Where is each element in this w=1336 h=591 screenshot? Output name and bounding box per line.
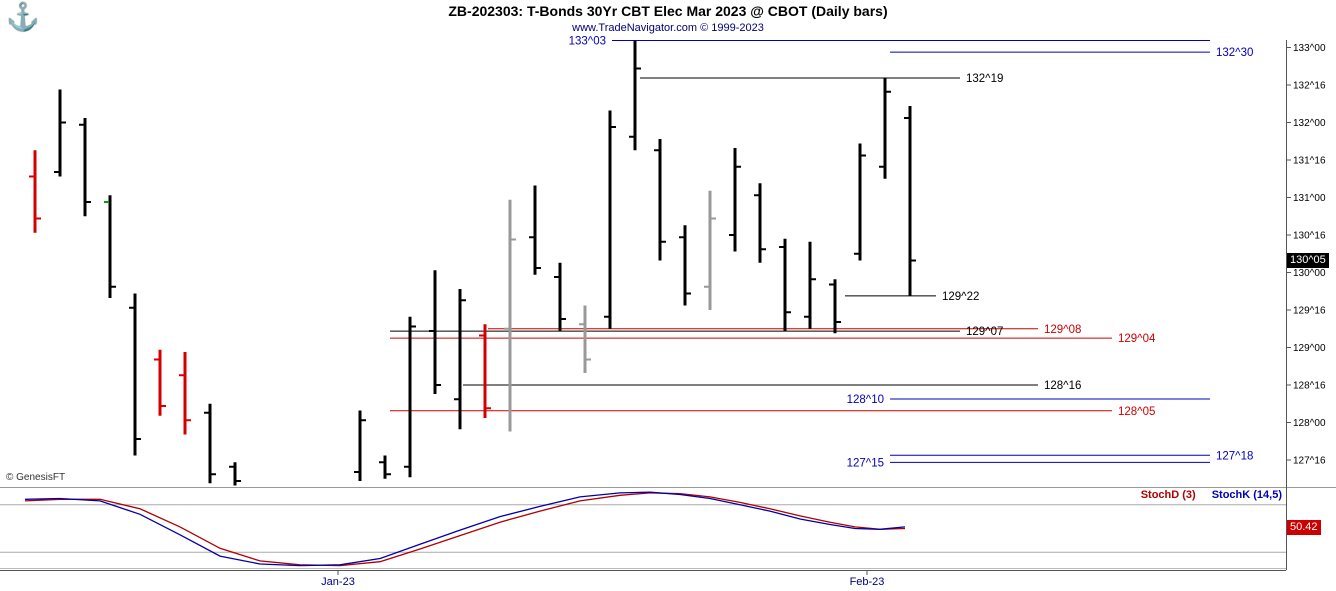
price-tick-label: 133^00: [1293, 43, 1326, 54]
chart-subtitle: www.TradeNavigator.com © 1999-2023: [572, 22, 764, 34]
month-label[interactable]: Feb-23: [850, 576, 885, 588]
price-tick-label: 131^16: [1293, 156, 1326, 167]
genesisft-watermark: © GenesisFT: [6, 472, 66, 483]
level-label-129^08: 129^08: [1044, 324, 1081, 336]
stochd-legend-label[interactable]: StochD (3): [1140, 489, 1196, 501]
stoch-value-badge: 50.42: [1287, 520, 1321, 535]
price-tick-label: 127^16: [1293, 456, 1326, 467]
chart-title: ZB-202303: T-Bonds 30Yr CBT Elec Mar 202…: [448, 3, 888, 19]
stoch-line-stochd-3-[interactable]: [24, 492, 906, 567]
last-price-badge: 130^05: [1287, 253, 1329, 268]
stochk-legend-label[interactable]: StochK (14,5): [1211, 489, 1282, 501]
level-label-127^18: 127^18: [1216, 450, 1253, 462]
month-label[interactable]: Jan-23: [321, 576, 355, 588]
level-label-128^10: 128^10: [847, 394, 884, 406]
stoch-line-stochk-14-5-[interactable]: [24, 491, 906, 567]
price-tick-label: 129^16: [1293, 306, 1326, 317]
price-tick-label: 130^16: [1293, 231, 1326, 242]
price-tick-label: 129^00: [1293, 343, 1326, 354]
price-tick-label: 132^00: [1293, 118, 1326, 129]
level-label-127^15: 127^15: [847, 457, 884, 469]
level-label-133^03: 133^03: [569, 35, 606, 47]
level-label-132^30: 132^30: [1216, 47, 1253, 59]
price-tick-label: 128^00: [1293, 418, 1326, 429]
price-tick-label: 132^16: [1293, 81, 1326, 92]
price-tick-label: 131^00: [1293, 193, 1326, 204]
level-label-129^04: 129^04: [1118, 333, 1156, 345]
level-label-129^07: 129^07: [966, 326, 1003, 338]
level-label-128^16: 128^16: [1044, 380, 1081, 392]
trade-navigator-anchor-logo: ⚓: [6, 2, 40, 32]
price-tick-label: 128^16: [1293, 381, 1326, 392]
level-label-132^19: 132^19: [966, 73, 1003, 85]
price-tick-label: 130^00: [1293, 268, 1326, 279]
level-label-129^22: 129^22: [942, 291, 979, 303]
stoch-legend: StochD (3) StochK (14,5): [1141, 489, 1282, 501]
level-label-128^05: 128^05: [1118, 406, 1155, 418]
